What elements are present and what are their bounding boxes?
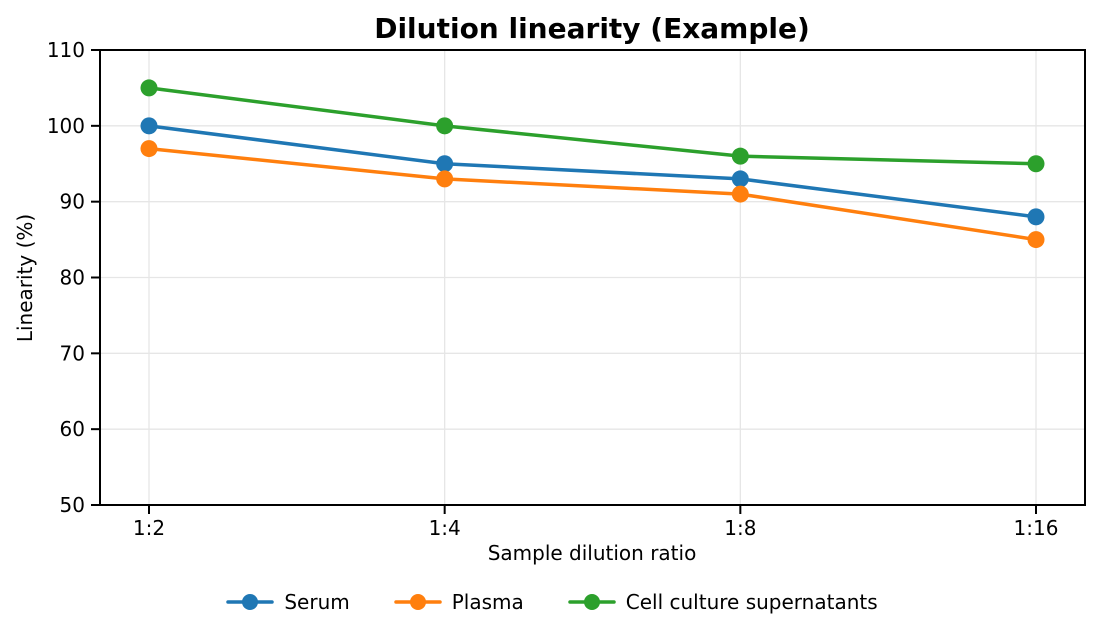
x-axis-label: Sample dilution ratio — [488, 541, 697, 565]
y-axis-label: Linearity (%) — [13, 214, 37, 342]
legend-dot — [409, 594, 426, 610]
legend-marker-plasma — [393, 594, 442, 610]
series-line — [147, 124, 1038, 219]
x-tick-label: 1:2 — [133, 516, 165, 540]
chart-title: Dilution linearity (Example) — [374, 12, 810, 45]
legend: Serum Plasma Cell culture supernatants — [0, 584, 1104, 620]
series-cell-culture-supernatants — [140, 79, 1045, 173]
data-point — [731, 170, 749, 188]
y-tick-label: 60 — [60, 417, 85, 441]
y-tick-label: 70 — [60, 341, 85, 365]
data-point — [140, 79, 158, 97]
series-line — [147, 86, 1038, 166]
data-point — [436, 155, 454, 173]
legend-label: Serum — [284, 590, 350, 614]
legend-marker-serum — [226, 594, 275, 610]
legend-label: Cell culture supernatants — [625, 590, 878, 614]
legend-item-plasma: Plasma — [393, 590, 524, 614]
data-point — [1027, 208, 1045, 226]
legend-label: Plasma — [451, 590, 524, 614]
data-point — [731, 147, 749, 165]
legend-marker-cell-culture-supernatants — [568, 594, 616, 610]
legend-dot — [242, 594, 259, 610]
series-group — [140, 79, 1045, 249]
series-plasma — [140, 140, 1045, 249]
axis-ticks: 50 60 70 80 90 100 110 1:2 1:4 1:8 1:16 — [47, 38, 1059, 540]
x-tick-label: 1:8 — [724, 516, 756, 540]
data-point — [436, 117, 454, 135]
data-point — [436, 170, 454, 188]
y-tick-label: 80 — [60, 266, 85, 290]
x-tick-label: 1:16 — [1014, 516, 1059, 540]
y-tick-label: 90 — [60, 190, 85, 214]
y-tick-label: 100 — [47, 114, 85, 138]
data-point — [140, 140, 158, 158]
x-tick-label: 1:4 — [429, 516, 461, 540]
y-tick-label: 110 — [47, 38, 85, 62]
legend-item-serum: Serum — [226, 590, 350, 614]
gridlines — [100, 49, 1085, 506]
data-point — [140, 117, 158, 135]
legend-item-cell-culture-supernatants: Cell culture supernatants — [568, 590, 878, 614]
legend-dot — [583, 594, 600, 610]
series-serum — [140, 117, 1045, 226]
y-tick-label: 50 — [60, 493, 85, 517]
series-line — [147, 146, 1038, 242]
data-point — [1027, 231, 1045, 249]
data-point — [731, 185, 749, 203]
data-point — [1027, 155, 1045, 173]
